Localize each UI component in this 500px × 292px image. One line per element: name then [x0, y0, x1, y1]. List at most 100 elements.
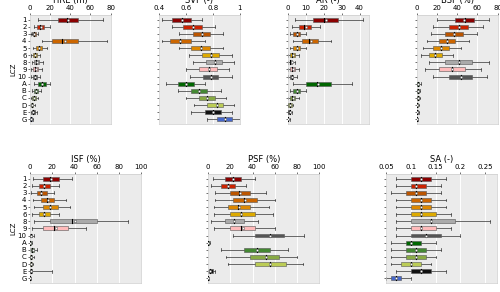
Bar	[411, 198, 430, 202]
Bar	[411, 269, 430, 273]
Bar	[230, 191, 250, 195]
Bar	[58, 18, 78, 22]
Bar	[411, 205, 430, 209]
Title: HRE (m): HRE (m)	[53, 0, 88, 5]
Bar	[411, 177, 430, 180]
Bar	[225, 177, 242, 180]
Bar	[445, 60, 472, 64]
Bar	[39, 184, 50, 188]
Bar	[225, 219, 244, 223]
Bar	[255, 234, 284, 237]
Bar	[206, 60, 222, 64]
Bar	[288, 110, 290, 114]
Title: BSF (%): BSF (%)	[440, 0, 474, 5]
Bar	[170, 39, 191, 43]
Bar	[411, 184, 426, 188]
Bar	[33, 74, 37, 79]
Bar	[401, 262, 421, 266]
Bar	[37, 25, 44, 29]
Bar	[302, 39, 318, 43]
Bar	[38, 82, 46, 86]
Bar	[30, 241, 31, 245]
Bar	[230, 212, 255, 216]
Bar	[30, 269, 32, 273]
Bar	[30, 262, 32, 266]
Bar	[232, 198, 257, 202]
Bar	[411, 234, 440, 237]
Bar	[417, 96, 419, 100]
Bar	[44, 177, 59, 180]
Bar	[406, 248, 426, 252]
Bar	[202, 53, 220, 57]
Bar	[290, 96, 295, 100]
Bar	[290, 60, 292, 64]
Bar	[417, 89, 419, 93]
Bar	[306, 82, 331, 86]
Bar	[209, 269, 212, 273]
Bar	[30, 255, 32, 259]
Bar	[33, 32, 36, 36]
Y-axis label: LCZ: LCZ	[10, 63, 16, 76]
Bar	[222, 184, 235, 188]
Bar	[50, 219, 97, 223]
Bar	[406, 255, 426, 259]
Bar	[294, 89, 300, 93]
Bar	[298, 25, 311, 29]
Bar	[313, 18, 338, 22]
Bar	[294, 32, 300, 36]
Bar	[32, 96, 36, 100]
Bar	[44, 227, 68, 230]
Bar	[208, 103, 224, 107]
Bar	[433, 46, 449, 50]
Bar	[294, 46, 300, 50]
Bar	[449, 25, 468, 29]
Bar	[417, 82, 419, 86]
Bar	[36, 46, 42, 50]
Title: PSF (%): PSF (%)	[248, 155, 280, 164]
Bar	[172, 18, 191, 22]
Bar	[411, 219, 456, 223]
Bar	[34, 89, 38, 93]
Bar	[204, 110, 221, 114]
Title: SVF (-): SVF (-)	[186, 0, 214, 5]
Bar	[406, 191, 426, 195]
Bar	[290, 74, 294, 79]
Bar	[31, 248, 34, 252]
Bar	[244, 248, 270, 252]
Bar	[411, 227, 436, 230]
Bar	[191, 46, 210, 50]
Bar	[32, 110, 35, 114]
Bar	[439, 67, 466, 71]
Bar	[183, 25, 202, 29]
Bar	[250, 255, 280, 259]
Bar	[391, 276, 401, 280]
Bar	[255, 262, 286, 266]
Bar	[288, 103, 292, 107]
Bar	[439, 39, 455, 43]
Y-axis label: LCZ: LCZ	[10, 222, 16, 235]
Bar	[191, 89, 208, 93]
Bar	[449, 74, 472, 79]
Title: AR (-): AR (-)	[316, 0, 340, 5]
Bar	[455, 18, 474, 22]
Bar	[33, 53, 37, 57]
Title: SA (-): SA (-)	[430, 155, 454, 164]
Bar	[44, 205, 58, 209]
Bar	[30, 234, 32, 237]
Bar	[216, 117, 232, 121]
Bar	[204, 74, 218, 79]
Bar	[200, 96, 216, 100]
Bar	[208, 241, 209, 245]
Bar	[36, 191, 46, 195]
Bar	[230, 227, 255, 230]
Bar	[34, 60, 39, 64]
Bar	[417, 110, 418, 114]
Bar	[52, 39, 78, 43]
Bar	[411, 212, 436, 216]
Bar	[178, 82, 194, 86]
Bar	[200, 67, 216, 71]
Bar	[290, 67, 295, 71]
Bar	[406, 241, 421, 245]
Bar	[30, 117, 32, 121]
Bar	[33, 67, 38, 71]
